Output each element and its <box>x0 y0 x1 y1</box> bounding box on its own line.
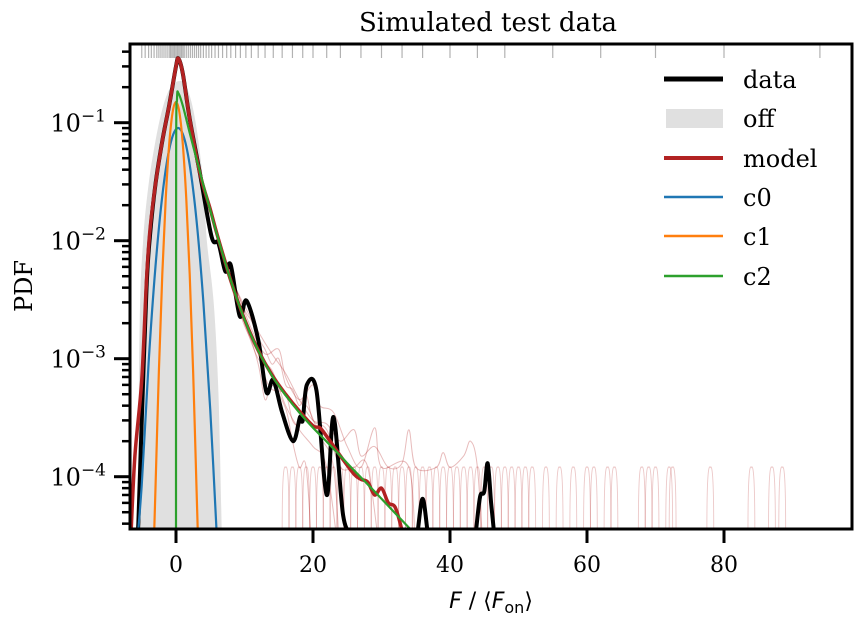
posterior-sample-spike <box>322 466 331 529</box>
x-tick-label: 20 <box>299 553 327 578</box>
posterior-sample-spike <box>768 466 776 529</box>
plot-background <box>130 44 852 529</box>
y-tick-label: 10−1 <box>50 107 106 138</box>
off-fill <box>137 80 222 529</box>
y-tick-label: 10−2 <box>50 225 106 256</box>
legend-label-model: model <box>743 145 817 173</box>
posterior-sample-spike <box>747 466 756 529</box>
x-tick-label: 80 <box>710 553 738 578</box>
posterior-sample-spike <box>452 466 461 529</box>
posterior-sample-spike <box>651 466 660 529</box>
chart-title: Simulated test data <box>359 8 617 38</box>
posterior-sample-spike <box>432 466 441 529</box>
posterior-sample-spike <box>350 466 358 529</box>
legend-label-c0: c0 <box>743 184 772 212</box>
plot-area <box>130 44 852 529</box>
posterior-sample-spike <box>309 466 317 529</box>
posterior-sample-spike <box>637 466 646 529</box>
posterior-sample-spike <box>370 466 379 529</box>
posterior-sample-spike <box>583 466 591 529</box>
x-label-var: F <box>449 589 462 614</box>
x-tick-label: 0 <box>169 553 183 578</box>
posterior-sample-spike <box>528 466 537 529</box>
posterior-sample-spike <box>521 466 530 529</box>
posterior-sample-spike <box>507 466 516 529</box>
posterior-sample-line <box>216 231 378 529</box>
posterior-sample-spike <box>329 466 338 529</box>
axes: 0 20 40 60 80 10−1 10−2 10−3 10−4 <box>50 42 854 578</box>
posterior-sample-spike <box>706 466 715 529</box>
posterior-sample-spike <box>446 466 454 529</box>
posterior-sample-spike <box>555 466 564 529</box>
posterior-sample-spike <box>439 466 448 529</box>
posterior-sample-spike <box>500 466 509 529</box>
posterior-sample-spike <box>288 466 297 529</box>
x-label-close: ⟩ <box>524 589 533 614</box>
posterior-sample-spike <box>487 466 495 529</box>
legend-swatch-off <box>666 109 723 128</box>
posterior-sample-spike <box>281 466 290 529</box>
y-axis-label: PDF <box>10 260 38 312</box>
posterior-sample-spike <box>644 466 653 529</box>
x-label-sub: on <box>504 598 524 617</box>
posterior-sample-spike <box>668 466 677 529</box>
posterior-sample-spike <box>610 466 619 529</box>
posterior-sample-spike <box>514 466 523 529</box>
posterior-sample-spike <box>363 466 372 529</box>
y-tick-label: 10−4 <box>50 461 106 492</box>
posterior-sample-spike <box>357 466 365 529</box>
posterior-sample-spike <box>603 466 612 529</box>
legend-label-off: off <box>743 105 776 133</box>
legend: data off model c0 c1 c2 <box>664 66 817 291</box>
posterior-sample-spike <box>589 466 598 529</box>
legend-label-c2: c2 <box>743 263 772 291</box>
c2-line <box>174 90 412 529</box>
posterior-sample-spike <box>302 466 311 529</box>
y-tick-label: 10−3 <box>50 343 106 374</box>
x-label-sep: / ⟨ <box>462 589 492 614</box>
legend-label-data: data <box>743 66 797 94</box>
posterior-sample-spike <box>295 466 304 529</box>
x-tick-label: 40 <box>436 553 464 578</box>
posterior-sample-spike <box>418 466 427 529</box>
posterior-sample-spike <box>459 466 468 529</box>
posterior-sample-spike <box>542 466 550 529</box>
posterior-sample-spike <box>411 466 420 529</box>
posterior-sample-spike <box>494 466 502 529</box>
posterior-sample-spike <box>569 466 578 529</box>
legend-label-c1: c1 <box>743 223 772 251</box>
posterior-sample-spike <box>466 466 475 529</box>
posterior-sample-spike <box>665 466 674 529</box>
posterior-sample-spike <box>398 466 406 529</box>
posterior-sample-spike <box>391 466 400 529</box>
posterior-sample-spike <box>315 466 324 529</box>
posterior-sample-spike <box>778 466 787 529</box>
posterior-sample-line <box>230 278 483 529</box>
x-label-var2: F <box>492 589 505 614</box>
posterior-sample-spike <box>425 466 434 529</box>
x-axis-label: F / ⟨Fon⟩ <box>449 589 533 617</box>
posterior-sample-spike <box>405 466 413 529</box>
x-tick-label: 60 <box>573 553 601 578</box>
